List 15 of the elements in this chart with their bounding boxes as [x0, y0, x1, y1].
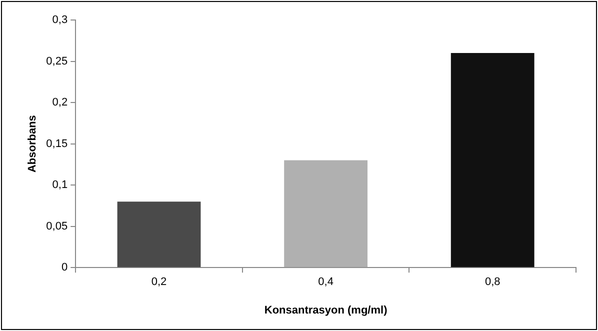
- x-tick-label: 0,4: [318, 276, 334, 288]
- bar: [284, 160, 368, 268]
- y-tick-label: 0,05: [46, 220, 68, 232]
- y-tick-label: 0,25: [46, 55, 68, 68]
- y-tick-label: 0,1: [52, 179, 68, 192]
- y-tick-label: 0,15: [46, 138, 68, 150]
- y-tick-label: 0,3: [52, 14, 68, 26]
- x-tick-label: 0,8: [484, 276, 500, 288]
- y-tick-label: 0: [61, 262, 68, 274]
- bar: [117, 202, 201, 268]
- bar: [450, 53, 534, 268]
- y-tick-label: 0,2: [52, 96, 68, 109]
- x-tick-label: 0,2: [151, 276, 167, 288]
- x-axis-title: Konsantrasyon (mg/ml): [264, 304, 388, 316]
- y-axis-title: Absorbans: [26, 115, 39, 173]
